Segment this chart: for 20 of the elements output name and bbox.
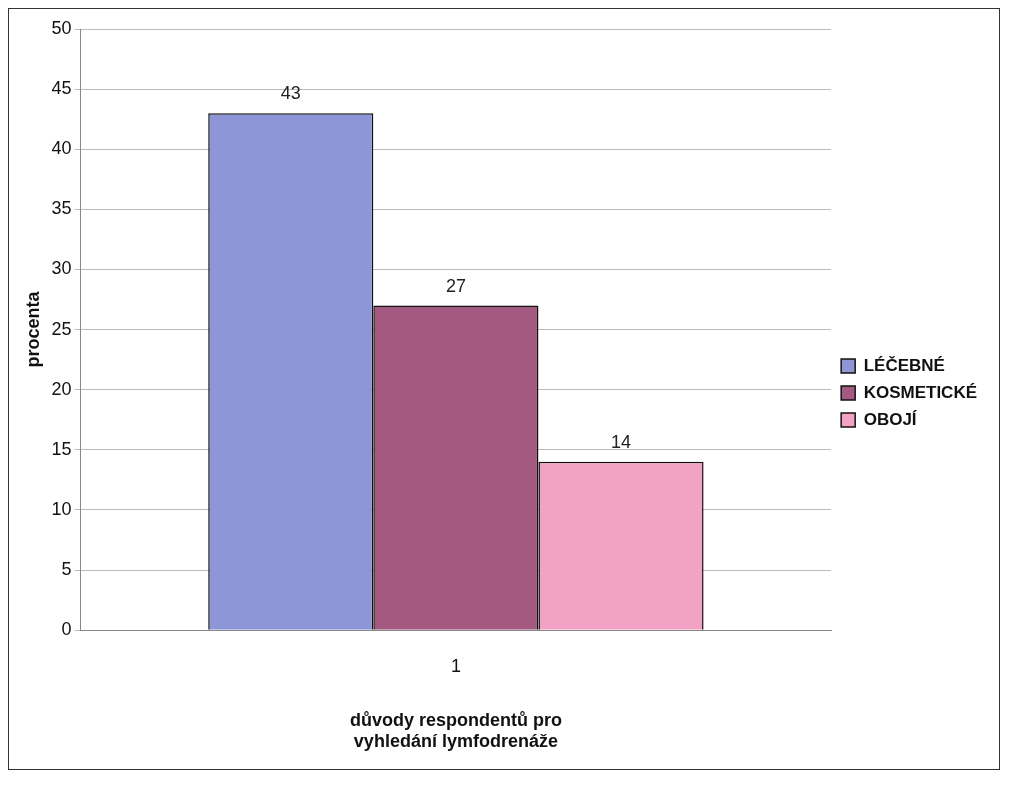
data-label: 27: [445, 275, 466, 296]
y-tick-label: 20: [51, 378, 72, 399]
y-tick-label: 35: [51, 198, 72, 219]
data-label: 43: [280, 83, 301, 104]
y-tick-label: 10: [51, 498, 72, 519]
y-tick-label: 25: [51, 318, 72, 339]
x-axis-title: důvody respondentů pro vyhledání lymfodrenáže: [349, 709, 562, 752]
y-tick-label: 45: [51, 78, 72, 99]
legend-label: LÉČEBNÉ: [863, 355, 945, 375]
y-tick-label: 30: [51, 258, 72, 279]
y-tick-label: 0: [61, 619, 72, 640]
legend-label: OBOJÍ: [863, 409, 918, 429]
legend-label: KOSMETICKÉ: [863, 382, 977, 402]
y-axis-title: procenta: [22, 290, 43, 368]
data-label: 14: [610, 431, 632, 452]
x-tick-label: 1: [450, 655, 461, 676]
y-tick-label: 50: [51, 17, 72, 38]
y-tick-label: 40: [51, 138, 72, 159]
y-tick-label: 5: [61, 559, 72, 580]
y-tick-label: 15: [51, 438, 72, 459]
